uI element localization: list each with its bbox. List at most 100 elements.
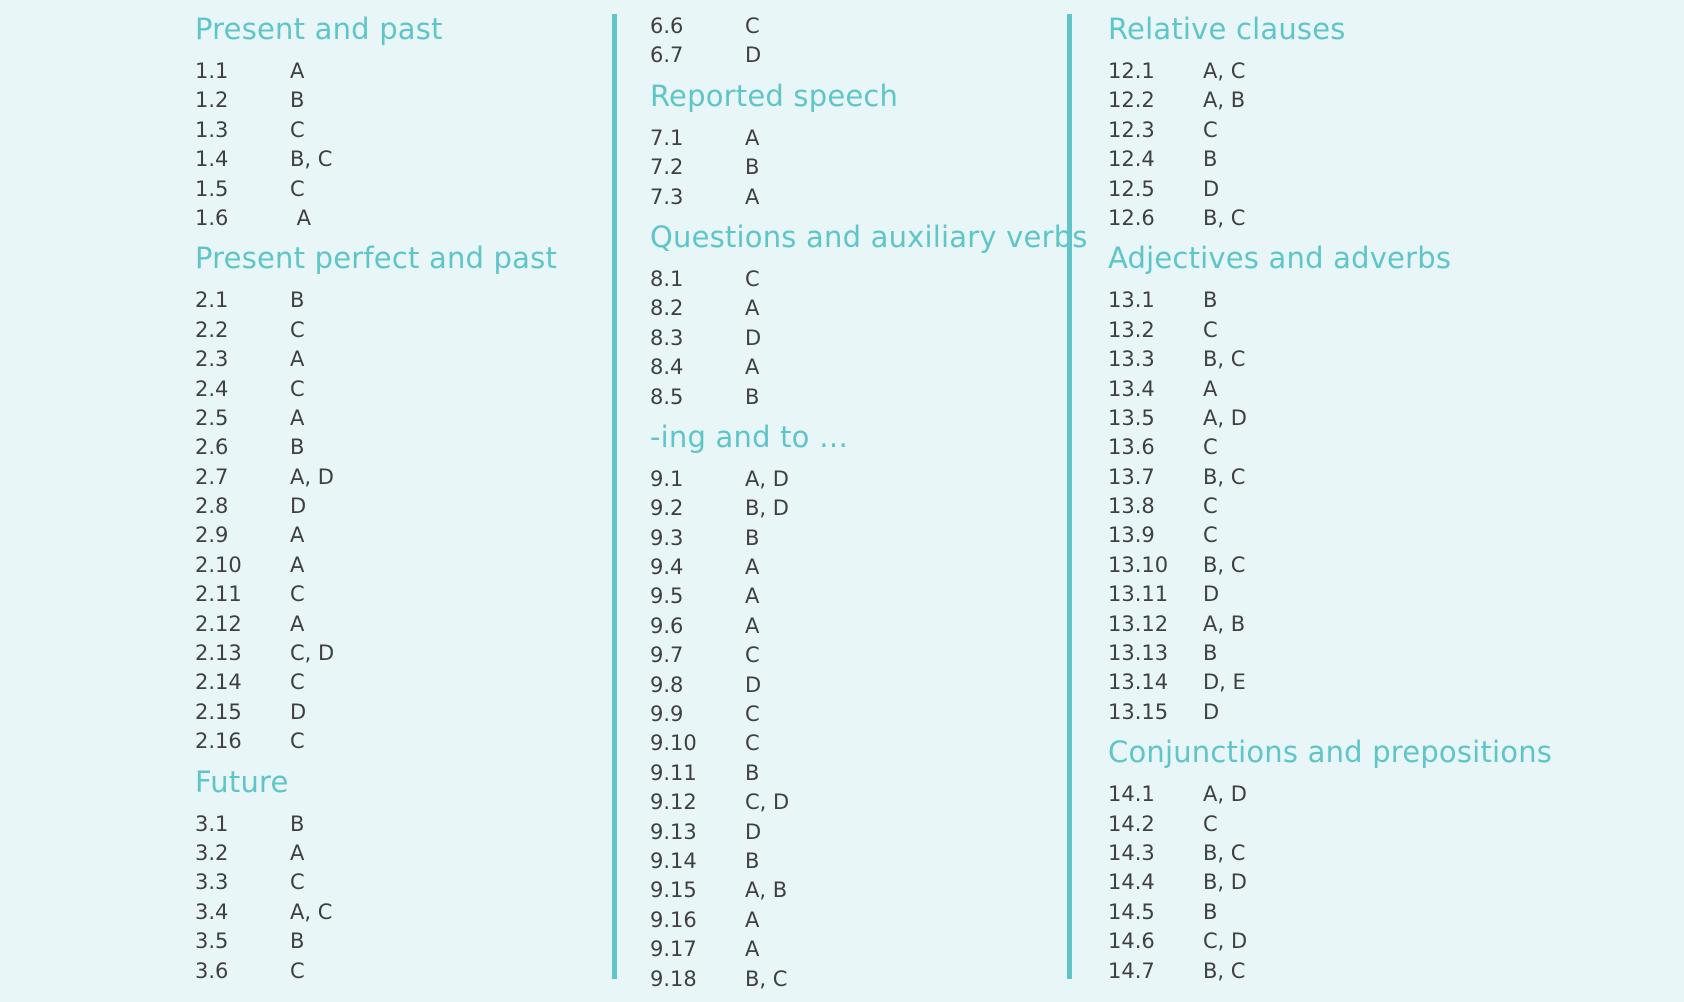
- answer-section: -ing and to … 9.1 A, D 9.2 B, D 9.3 B 9.4 A 9.5 A 9…: [650, 420, 1070, 994]
- answer-row: 13.9 C: [1108, 521, 1608, 550]
- answer-row: 2.13 C, D: [195, 639, 615, 668]
- answer-value: C: [290, 376, 305, 401]
- question-number: 13.8: [1108, 494, 1155, 519]
- answer-value: B, D: [1203, 870, 1247, 895]
- answer-value: C: [290, 670, 305, 695]
- question-number: 2.3: [195, 347, 229, 372]
- answer-value: D: [745, 325, 762, 350]
- answer-value: B, C: [1203, 840, 1246, 865]
- answer-value: C: [290, 870, 305, 895]
- question-number: 2.13: [195, 641, 242, 666]
- question-number: 9.2: [650, 496, 684, 521]
- question-number: 13.7: [1108, 464, 1155, 489]
- question-number: 13.6: [1108, 435, 1155, 460]
- answer-row: 14.7 B, C: [1108, 957, 1608, 986]
- answer-value: A: [745, 125, 760, 150]
- answer-row: 3.5 B: [195, 927, 615, 956]
- answer-row: 3.2 A: [195, 839, 615, 868]
- answer-value: C: [745, 702, 760, 727]
- answer-section: Adjectives and adverbs 13.1 B 13.2 C 13.3 B, C…: [1108, 241, 1608, 727]
- question-number: 13.3: [1108, 347, 1155, 372]
- question-number: 1.6: [195, 205, 229, 230]
- question-number: 7.1: [650, 125, 684, 150]
- answer-row: 13.6 C: [1108, 433, 1608, 462]
- answer-row: 6.7 D: [650, 41, 1070, 70]
- question-number: 8.1: [650, 266, 684, 291]
- answer-row: 3.3 C: [195, 868, 615, 897]
- question-number: 7.2: [650, 155, 684, 180]
- question-number: 2.8: [195, 494, 229, 519]
- answer-value: D: [745, 819, 762, 844]
- question-number: 3.5: [195, 929, 229, 954]
- answer-value: B: [1203, 641, 1218, 666]
- answer-value: D: [745, 672, 762, 697]
- answer-value: C, D: [1203, 929, 1248, 954]
- question-number: 3.3: [195, 870, 229, 895]
- answer-row: 12.1 A, C: [1108, 57, 1608, 86]
- answer-row: 14.4 B, D: [1108, 868, 1608, 897]
- answer-value: C, D: [745, 790, 790, 815]
- question-number: 14.3: [1108, 840, 1155, 865]
- question-number: 9.15: [650, 878, 697, 903]
- answer-row: 9.11 B: [650, 759, 1070, 788]
- question-number: 14.2: [1108, 811, 1155, 836]
- answer-row: 13.14 D, E: [1108, 668, 1608, 697]
- answer-row: 1.1 A: [195, 57, 615, 86]
- answer-value: B, C: [1203, 958, 1246, 983]
- answer-row: 13.8 C: [1108, 492, 1608, 521]
- answer-value: A: [290, 611, 305, 636]
- answer-value: A: [1203, 376, 1218, 401]
- question-number: 3.1: [195, 811, 229, 836]
- answer-value: B: [745, 760, 760, 785]
- question-number: 9.6: [650, 613, 684, 638]
- question-number: 9.3: [650, 525, 684, 550]
- section-title: Future: [195, 764, 289, 799]
- answer-value: B, C: [1203, 347, 1246, 372]
- answer-value: C: [290, 117, 305, 142]
- answer-value: A: [745, 355, 760, 380]
- answer-value: B, C: [745, 966, 788, 991]
- answer-row: 6.6 C: [650, 12, 1070, 41]
- answer-row: 1.6 A: [195, 204, 615, 233]
- question-number: 13.1: [1108, 288, 1155, 313]
- question-number: 9.5: [650, 584, 684, 609]
- answer-row: 9.14 B: [650, 847, 1070, 876]
- answer-value: C: [290, 958, 305, 983]
- answer-value: C: [1203, 811, 1218, 836]
- answer-row: 8.2 A: [650, 294, 1070, 323]
- answer-value: A, D: [290, 464, 334, 489]
- question-number: 12.4: [1108, 147, 1155, 172]
- question-number: 9.18: [650, 966, 697, 991]
- answer-section: Future 3.1 B 3.2 A 3.3 C 3.4 A, C 3.5 B 3.6 C: [195, 765, 615, 986]
- answer-value: D: [1203, 582, 1220, 607]
- answer-value: B: [745, 384, 760, 409]
- question-number: 3.4: [195, 899, 229, 924]
- question-number: 1.4: [195, 147, 229, 172]
- answer-row: 13.2 C: [1108, 316, 1608, 345]
- question-number: 12.2: [1108, 88, 1155, 113]
- answer-value: A, C: [1203, 59, 1246, 83]
- question-number: 1.1: [195, 59, 229, 83]
- answer-row: 13.1 B: [1108, 286, 1608, 315]
- column-divider: [1067, 14, 1072, 979]
- answer-row: 2.11 C: [195, 580, 615, 609]
- question-number: 13.14: [1108, 670, 1169, 695]
- answer-row: 8.1 C: [650, 265, 1070, 294]
- question-number: 9.4: [650, 555, 684, 580]
- answer-row: 2.6 B: [195, 433, 615, 462]
- section-title: Present and past: [195, 12, 443, 46]
- answer-row: 1.5 C: [195, 175, 615, 204]
- answer-row: 12.5 D: [1108, 175, 1608, 204]
- answer-row: 8.4 A: [650, 353, 1070, 382]
- question-number: 13.12: [1108, 611, 1169, 636]
- answer-row: 9.7 C: [650, 641, 1070, 670]
- answer-value: C: [290, 176, 305, 201]
- answer-row: 13.3 B, C: [1108, 345, 1608, 374]
- answer-row: 2.16 C: [195, 727, 615, 756]
- question-number: 8.3: [650, 325, 684, 350]
- answer-value: A: [745, 937, 760, 962]
- question-number: 2.15: [195, 699, 242, 724]
- answer-value: A: [290, 840, 305, 865]
- answer-row: 9.8 D: [650, 671, 1070, 700]
- question-number: 12.3: [1108, 117, 1155, 142]
